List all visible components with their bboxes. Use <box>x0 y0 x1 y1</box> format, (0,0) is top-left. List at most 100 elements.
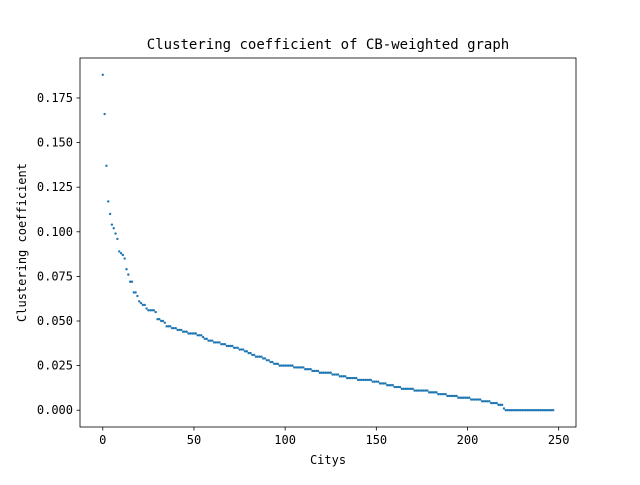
data-point <box>517 409 520 412</box>
data-point <box>138 300 141 303</box>
data-point <box>110 223 114 226</box>
y-tick-label: 0.150 <box>37 136 73 150</box>
plot-area-background <box>80 58 576 427</box>
data-point <box>451 394 455 398</box>
data-point <box>304 367 307 371</box>
data-point <box>263 357 267 360</box>
data-point <box>409 387 413 391</box>
data-point <box>174 326 177 330</box>
data-point <box>209 339 212 342</box>
y-axis-label: Clustering coefficient <box>15 163 29 322</box>
data-point <box>322 371 325 374</box>
data-point <box>366 378 369 382</box>
data-point <box>183 330 187 333</box>
data-point <box>391 384 394 387</box>
data-point <box>404 387 407 391</box>
data-point <box>249 351 252 355</box>
data-point <box>382 382 385 385</box>
data-point <box>218 341 221 344</box>
data-point <box>369 378 373 382</box>
data-point <box>528 409 531 412</box>
data-point <box>333 373 336 376</box>
data-point <box>490 401 493 405</box>
data-point <box>424 389 427 392</box>
data-point <box>198 334 201 337</box>
data-point <box>254 355 258 358</box>
data-point <box>491 401 495 405</box>
data-point <box>101 73 104 76</box>
data-point <box>413 389 416 392</box>
data-point <box>546 409 549 412</box>
data-point <box>380 382 383 385</box>
data-point <box>422 389 425 392</box>
data-point <box>211 339 214 342</box>
data-point <box>464 396 467 399</box>
data-point <box>364 378 367 382</box>
data-point <box>345 376 349 380</box>
data-point <box>375 380 378 383</box>
data-point <box>406 387 409 391</box>
data-point <box>145 307 148 310</box>
data-point <box>508 409 511 412</box>
data-point <box>159 319 163 323</box>
y-tick-label: 0.000 <box>37 403 73 417</box>
data-point <box>360 378 363 382</box>
data-point <box>289 364 292 367</box>
data-point <box>338 375 342 378</box>
data-point <box>537 409 540 412</box>
data-point <box>340 375 343 378</box>
data-point <box>178 328 181 332</box>
data-point <box>214 341 218 344</box>
data-point <box>510 409 513 412</box>
data-point <box>438 392 442 396</box>
data-point <box>234 346 238 349</box>
data-point <box>393 385 396 389</box>
data-points <box>101 73 555 412</box>
data-point <box>511 409 515 412</box>
data-point <box>533 409 537 412</box>
x-tick-label: 0 <box>99 433 106 447</box>
data-point <box>471 398 475 401</box>
data-point <box>362 378 365 382</box>
data-point <box>152 309 156 312</box>
data-point <box>418 389 422 392</box>
data-point <box>203 337 207 341</box>
data-point <box>240 348 243 351</box>
y-tick-label: 0.075 <box>37 269 73 283</box>
data-point <box>161 319 165 323</box>
data-point <box>384 382 387 385</box>
data-point <box>180 328 183 332</box>
data-point <box>442 392 445 396</box>
data-point <box>497 403 500 407</box>
data-point <box>544 409 548 412</box>
y-tick-label: 0.050 <box>37 314 73 328</box>
data-point <box>172 326 176 330</box>
data-point <box>123 257 126 260</box>
data-point <box>114 232 117 235</box>
data-point <box>242 348 245 351</box>
data-point <box>181 330 185 333</box>
data-point <box>245 350 249 353</box>
data-point <box>298 366 301 369</box>
data-point <box>147 309 150 312</box>
data-point <box>395 385 398 389</box>
data-point <box>473 398 476 401</box>
data-point <box>344 375 347 378</box>
data-point <box>231 344 234 348</box>
data-point <box>232 346 236 349</box>
y-axis-ticks: 0.000 0.025 0.050 0.075 0.100 0.125 0.150 0.175 <box>37 91 80 417</box>
data-point <box>302 366 305 369</box>
y-tick-label: 0.100 <box>37 225 73 239</box>
data-point <box>453 394 456 398</box>
plot-frame <box>79 57 577 428</box>
data-point <box>462 396 466 399</box>
data-point <box>267 359 270 362</box>
data-point <box>469 398 473 401</box>
data-point <box>486 400 489 403</box>
data-point <box>196 334 199 337</box>
data-point <box>530 409 533 412</box>
data-point <box>280 364 283 367</box>
data-point <box>256 355 259 358</box>
data-point <box>444 392 447 396</box>
